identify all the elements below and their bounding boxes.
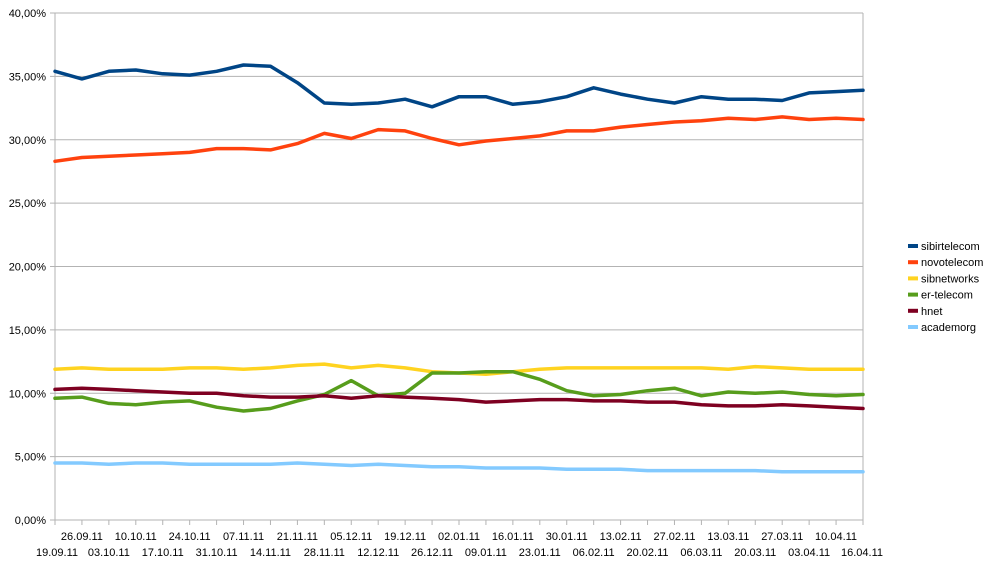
x-tick-label: 27.03.11 — [761, 531, 803, 543]
x-tick-label: 06.03.11 — [680, 547, 722, 559]
x-tick-labels: 19.09.11 26.09.11 03.10.11 10.10.11 17.10.11… — [36, 520, 883, 559]
x-tick-label: 26.12.11 — [411, 547, 453, 559]
legend-swatch — [908, 260, 918, 265]
x-tick-label: 16.04.11 — [841, 547, 883, 559]
y-tick-label: 35,00% — [9, 71, 47, 83]
x-tick-label: 16.01.11 — [492, 531, 534, 543]
x-tick-label: 05.12.11 — [330, 531, 372, 543]
x-tick-label: 13.02.11 — [600, 531, 642, 543]
x-tick-label: 14.11.11 — [250, 547, 291, 559]
series-line-novotelecom — [53, 115, 865, 164]
x-tick-label: 10.04.11 — [815, 531, 857, 543]
x-tick-label: 26.09.11 — [61, 531, 103, 543]
x-tick-label: 19.09.11 — [36, 547, 78, 559]
x-tick-label: 20.03.11 — [734, 547, 776, 559]
legend-swatch — [908, 325, 918, 329]
x-tick-label: 20.02.11 — [627, 547, 669, 559]
legend-label: novotelecom — [921, 257, 983, 269]
y-tick-label: 10,00% — [9, 388, 47, 400]
x-tick-label: 10.10.11 — [115, 531, 157, 543]
x-tick-label: 03.04.11 — [788, 547, 830, 559]
x-tick-label: 17.10.11 — [142, 547, 184, 559]
y-tick-label: 15,00% — [9, 325, 47, 337]
x-tick-label: 07.11.11 — [223, 531, 264, 543]
y-tick-label: 25,00% — [9, 198, 47, 210]
x-tick-label: 27.02.11 — [653, 531, 695, 543]
x-tick-label: 06.02.11 — [573, 547, 615, 559]
legend-label: academorg — [921, 322, 976, 334]
legend-label: sibirtelecom — [921, 241, 980, 253]
legend: sibirtelecom novotelecom sibnetworks er-tel… — [908, 241, 983, 334]
x-tick-label: 23.01.11 — [519, 547, 561, 559]
legend-label: hnet — [921, 306, 942, 318]
y-tick-label: 0,00% — [15, 515, 46, 527]
y-tick-label: 5,00% — [15, 452, 46, 464]
y-tick-label: 20,00% — [9, 262, 47, 274]
legend-swatch — [908, 292, 918, 297]
x-tick-label: 31.10.11 — [196, 547, 238, 559]
series-line-academorg — [53, 461, 865, 474]
y-tick-label: 30,00% — [9, 135, 47, 147]
x-tick-label: 12.12.11 — [357, 547, 399, 559]
legend-label: er-telecom — [921, 290, 973, 302]
x-tick-label: 30.01.11 — [546, 531, 588, 543]
series-line-sibirtelecom — [53, 63, 865, 109]
x-tick-label: 24.10.11 — [169, 531, 211, 543]
x-tick-label: 21.11.11 — [277, 531, 318, 543]
y-tick-label: 40,00% — [9, 8, 47, 20]
x-tick-label: 13.03.11 — [707, 531, 749, 543]
x-tick-label: 03.10.11 — [88, 547, 130, 559]
series-line-er-telecom — [53, 369, 865, 413]
series-line-hnet — [53, 386, 865, 411]
legend-label: sibnetworks — [921, 273, 980, 285]
x-tick-label: 02.01.11 — [438, 531, 480, 543]
x-tick-label: 19.12.11 — [384, 531, 426, 543]
legend-swatch — [908, 308, 918, 313]
gridlines — [50, 12, 863, 521]
legend-swatch — [908, 276, 918, 281]
legend-swatch — [908, 244, 918, 248]
x-tick-label: 09.01.11 — [465, 547, 507, 559]
series-lines — [53, 63, 865, 474]
y-tick-labels: 0,00% 5,00% 10,00% 15,00% 20,00% 25,00% 30,00%… — [9, 8, 47, 527]
x-tick-label: 28.11.11 — [304, 547, 345, 559]
